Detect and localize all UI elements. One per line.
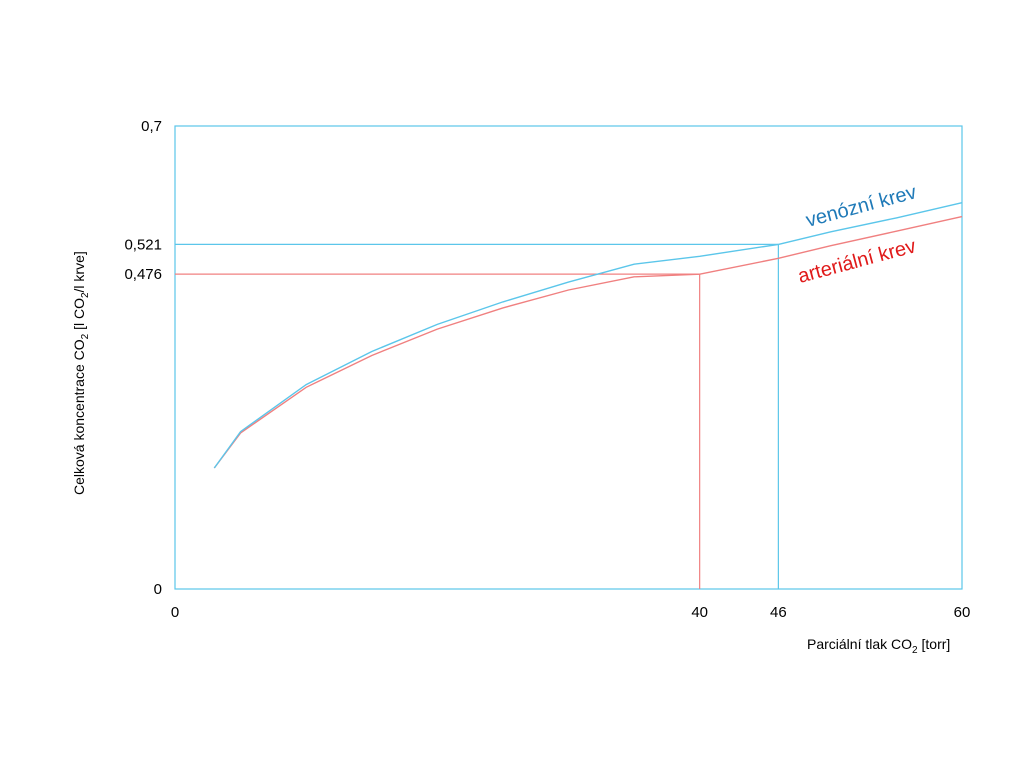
y-axis-title: Celková koncentrace CO2 [l CO2/l krve] [71,251,91,495]
y-tick-label: 0 [154,581,162,598]
series-line-venous [213,202,963,469]
y-ref-label-venous: 0,521 [124,236,162,253]
x-axis-title: Parciální tlak CO2 [torr] [807,636,950,656]
x-tick-label: 0 [171,604,179,621]
plot-area-border [174,125,963,590]
reference-lines [175,243,779,589]
plot-frame [174,125,963,590]
x-tick-label: 40 [691,604,708,621]
series-lines [213,202,963,469]
tick-labels: 0 40 46 60 0 0,7 0,476 0,521 [124,118,970,621]
y-ref-label-arterial: 0,476 [124,266,162,283]
series-label-venous: venózní krev [804,181,919,232]
series-line-arterial [213,215,963,469]
x-tick-label: 46 [770,604,787,621]
x-tick-label: 60 [954,604,971,621]
series-label-arterial: arteriální krev [796,235,919,288]
y-tick-label: 0,7 [141,118,162,135]
